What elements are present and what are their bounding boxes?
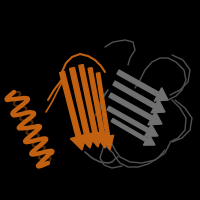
Polygon shape [96,73,114,150]
Polygon shape [107,106,158,136]
Polygon shape [111,118,155,145]
Polygon shape [79,65,103,147]
Polygon shape [60,71,87,150]
Polygon shape [88,68,109,148]
Polygon shape [70,67,95,148]
Polygon shape [117,70,168,101]
Polygon shape [113,81,165,113]
Polygon shape [109,93,162,125]
